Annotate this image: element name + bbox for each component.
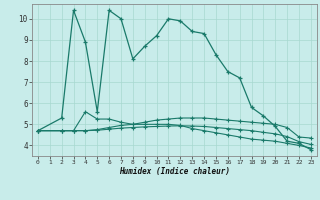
X-axis label: Humidex (Indice chaleur): Humidex (Indice chaleur)	[119, 167, 230, 176]
